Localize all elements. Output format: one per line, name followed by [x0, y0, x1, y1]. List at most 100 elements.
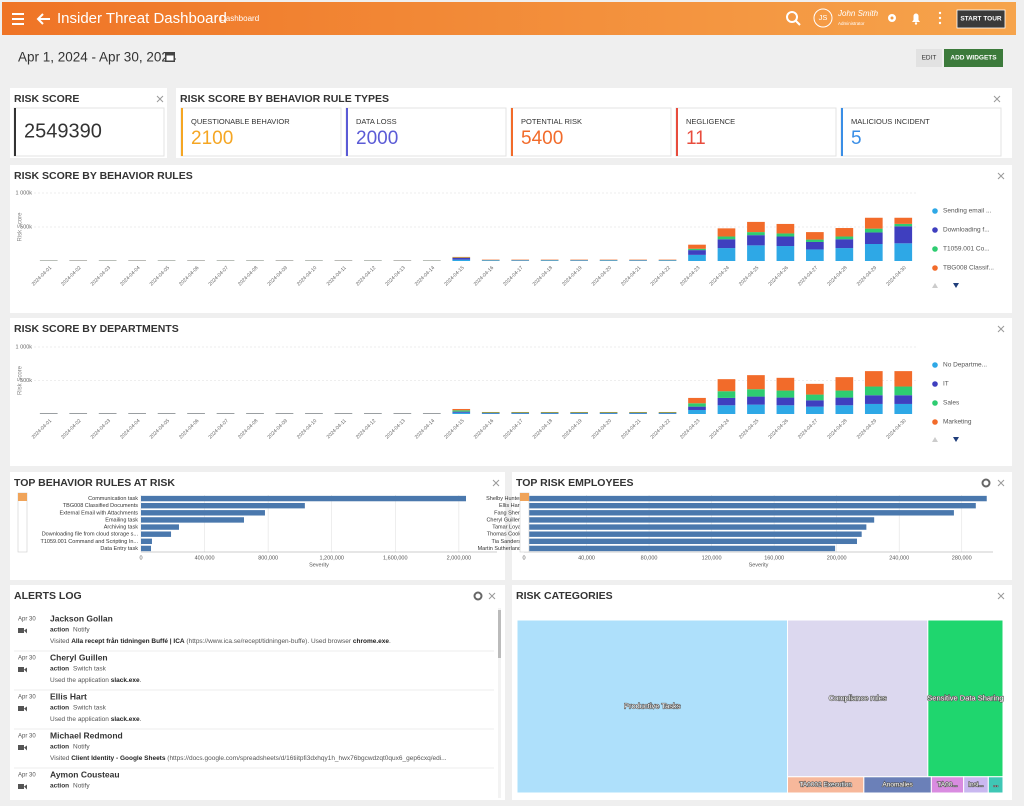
- legend-swatch[interactable]: [932, 265, 938, 271]
- kpi-accent: [14, 108, 16, 156]
- legend-label: TBG008 Classif...: [943, 265, 994, 272]
- legend-swatch[interactable]: [932, 246, 938, 252]
- bar: [141, 545, 152, 552]
- close-icon[interactable]: [997, 325, 1005, 333]
- start-tour-button[interactable]: [956, 9, 1006, 29]
- page-subtitle: Dashboard: [220, 14, 259, 23]
- date-range[interactable]: Apr 1, 2024 - Apr 30, 2024: [18, 50, 177, 65]
- bar-segment: [747, 245, 765, 261]
- bar-segment: [629, 412, 647, 414]
- legend-next[interactable]: [953, 437, 959, 442]
- bar-segment: [835, 228, 854, 237]
- bar-segment: [717, 391, 736, 398]
- camera-icon: [18, 784, 24, 789]
- bar-segment: [806, 249, 824, 261]
- treemap-cell[interactable]: [516, 619, 789, 794]
- settings-icon[interactable]: [473, 591, 483, 601]
- close-icon[interactable]: [993, 95, 1001, 103]
- widget-title: RISK SCORE: [14, 93, 79, 105]
- widget-title: RISK SCORE BY BEHAVIOR RULES: [14, 170, 193, 182]
- bar-segment: [717, 397, 736, 406]
- more-icon[interactable]: [938, 11, 942, 25]
- bar-segment: [570, 412, 588, 414]
- bar-segment: [776, 223, 795, 234]
- alert-date: Apr 30: [18, 656, 36, 662]
- bar-segment: [452, 257, 471, 260]
- settings-icon[interactable]: [981, 478, 991, 488]
- legend-prev[interactable]: [932, 283, 938, 288]
- treemap-label: Compliance rules: [829, 693, 887, 702]
- bar-segment: [570, 411, 588, 413]
- bar-segment: [864, 232, 883, 244]
- bar-segment: [452, 408, 471, 411]
- menu-icon[interactable]: [12, 13, 24, 25]
- search-icon[interactable]: [786, 11, 801, 26]
- bar: [141, 495, 467, 502]
- alert-user[interactable]: Michael Redmond: [50, 730, 123, 740]
- treemap-label: Insi...: [968, 782, 984, 789]
- close-icon[interactable]: [997, 479, 1005, 487]
- kpi-accent: [346, 108, 348, 156]
- treemap-cell[interactable]: [927, 619, 1004, 778]
- bar-segment: [511, 413, 530, 414]
- camera-icon: [24, 745, 27, 751]
- bar-segment: [658, 413, 677, 414]
- scrollbar-thumb[interactable]: [498, 610, 501, 658]
- legend-next[interactable]: [953, 283, 959, 288]
- bar: [524, 495, 987, 502]
- add-widgets-button[interactable]: [944, 49, 1003, 67]
- calendar-icon[interactable]: [165, 52, 175, 62]
- bar: [141, 517, 244, 523]
- legend-swatch[interactable]: [932, 419, 938, 425]
- alert-user[interactable]: Ellis Hart: [50, 691, 87, 701]
- treemap-cell[interactable]: [787, 619, 929, 778]
- legend-swatch[interactable]: [932, 208, 938, 214]
- treemap-label: TA00...: [937, 782, 958, 789]
- treemap-label: Productive Tasks: [624, 701, 681, 710]
- kpi-value: 2549390: [24, 120, 102, 142]
- navigator-thumb[interactable]: [520, 493, 529, 501]
- bar-segment: [835, 248, 854, 261]
- notifications-icon[interactable]: [912, 13, 920, 25]
- close-icon[interactable]: [492, 479, 500, 487]
- kpi-label: POTENTIAL RISK: [521, 117, 582, 126]
- bar-segment: [688, 254, 706, 261]
- legend-label: IT: [943, 381, 949, 388]
- x-tick-label: 240,000: [889, 555, 909, 561]
- close-icon[interactable]: [997, 592, 1005, 600]
- legend-swatch[interactable]: [932, 227, 938, 233]
- alert-user[interactable]: Jackson Gollan: [50, 613, 113, 623]
- bar-segment: [806, 239, 824, 242]
- legend-swatch[interactable]: [932, 362, 938, 368]
- treemap-label: Sensitive Data Sharing: [927, 693, 1003, 702]
- y-tick-label: Emailing task: [105, 517, 138, 523]
- x-tick-label: 120,000: [702, 555, 722, 561]
- x-tick-label: 400,000: [195, 555, 215, 561]
- treemap-label: ...: [993, 782, 999, 789]
- legend-swatch[interactable]: [932, 400, 938, 406]
- bar: [524, 524, 867, 530]
- bar-segment: [452, 411, 471, 413]
- alert-user[interactable]: Aymon Cousteau: [50, 769, 120, 779]
- avatar[interactable]: [813, 8, 833, 28]
- widget-panel: [10, 165, 1012, 313]
- bar-segment: [747, 221, 765, 233]
- bar-segment: [776, 390, 795, 398]
- y-tick-label: 500k: [20, 224, 32, 230]
- bar-segment: [776, 377, 795, 391]
- close-icon[interactable]: [997, 172, 1005, 180]
- close-icon[interactable]: [488, 592, 496, 600]
- back-icon[interactable]: [36, 13, 50, 25]
- navigator-thumb[interactable]: [18, 493, 27, 501]
- treemap-cell[interactable]: [987, 776, 1004, 794]
- close-icon[interactable]: [156, 95, 164, 103]
- legend-label: Marketing: [943, 419, 972, 426]
- legend-prev[interactable]: [932, 437, 938, 442]
- edit-button[interactable]: [916, 49, 942, 67]
- bar-segment: [806, 241, 824, 250]
- settings-icon[interactable]: [888, 14, 896, 22]
- bar-segment: [688, 409, 706, 414]
- alert-user[interactable]: Cheryl Guillen: [50, 652, 108, 662]
- legend-swatch[interactable]: [932, 381, 938, 387]
